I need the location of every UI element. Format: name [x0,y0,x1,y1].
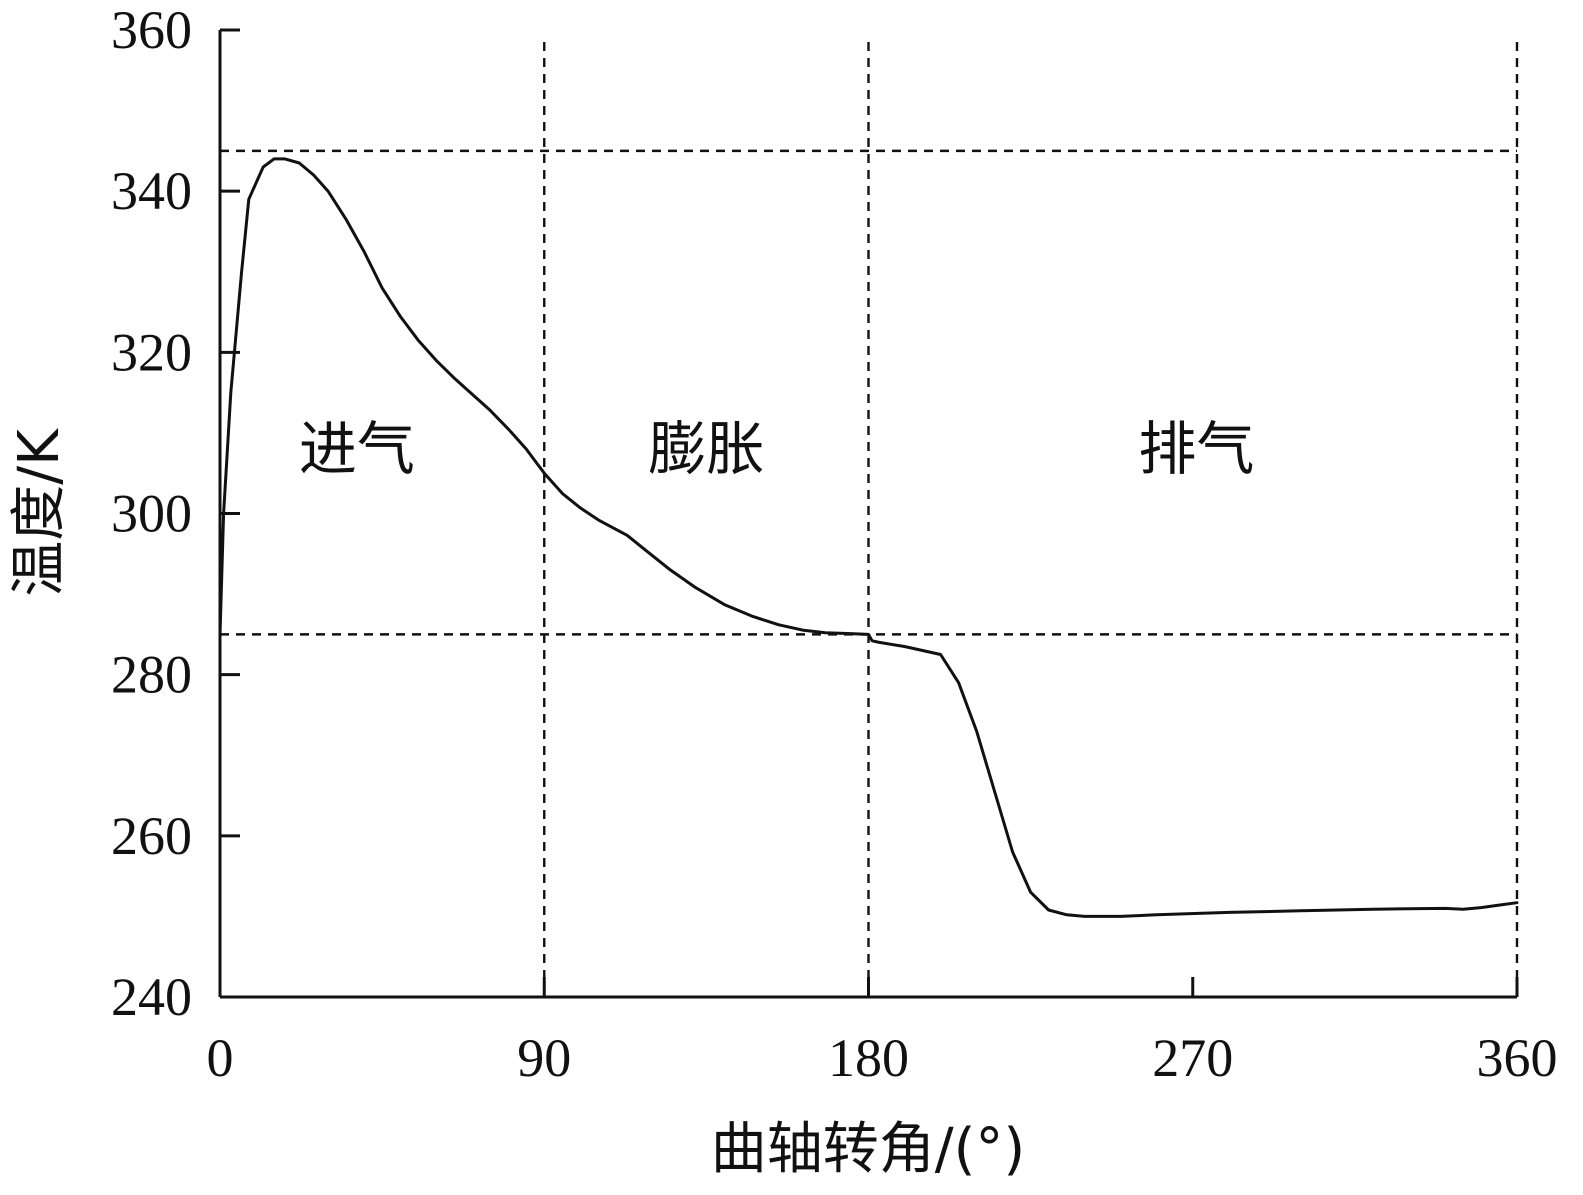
region-label: 膨胀 [648,415,764,483]
region-label: 进气 [299,415,415,483]
y-axis-title: 温度/K [7,428,72,597]
y-tick-label: 260 [111,806,192,866]
x-tick-label: 180 [828,1028,909,1088]
y-tick-label: 240 [111,967,192,1027]
tick-labels: 240 260 280 300 320 340 360 0 90 180 270 360 [111,0,1558,1088]
region-labels: 进气 膨胀 排气 [299,415,1254,483]
x-tick-label: 270 [1152,1028,1233,1088]
y-tick-label: 280 [111,645,192,705]
x-tick-label: 90 [517,1028,571,1088]
x-axis-title: 曲轴转角/(°) [711,1117,1026,1182]
y-tick-label: 320 [111,322,192,382]
y-tick-label: 360 [111,0,192,60]
x-tick-label: 0 [207,1028,234,1088]
reference-lines [220,42,1519,997]
y-tick-label: 340 [111,161,192,221]
y-tick-label: 300 [111,484,192,544]
x-tick-label: 360 [1477,1028,1558,1088]
ticks [218,28,1519,999]
region-label: 排气 [1138,415,1254,483]
temperature-series-line [218,157,1519,918]
series-layer [218,157,1519,918]
